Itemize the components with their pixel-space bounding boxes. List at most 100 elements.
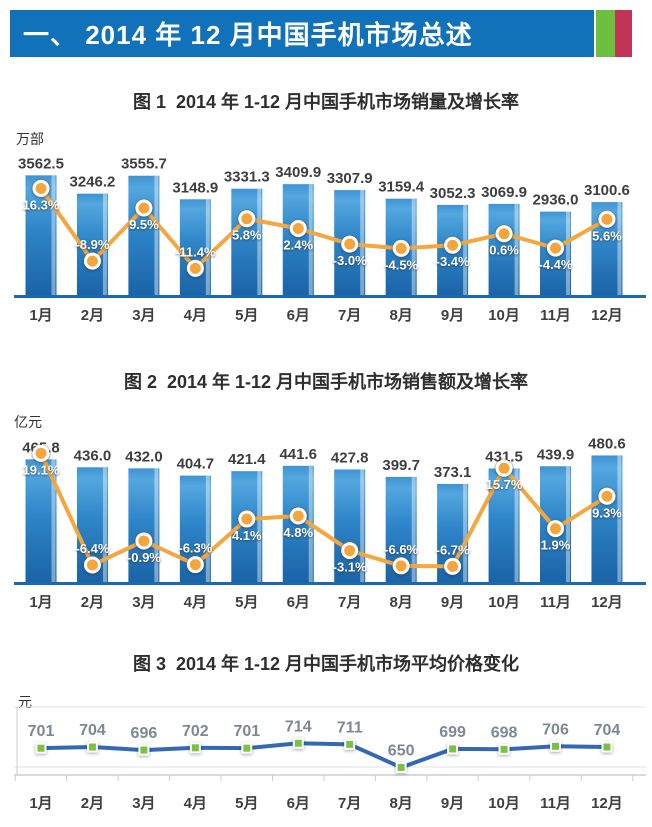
x-axis-tick-label: 5月: [235, 795, 258, 812]
marker-ring: [597, 486, 617, 506]
growth-marker: [289, 220, 307, 238]
growth-value-label: -4.5%: [384, 257, 418, 272]
bar-highlight: [514, 468, 519, 583]
section-header-title: 一、 2014 年 12 月中国手机市场总述: [23, 20, 473, 50]
marker-ring: [237, 209, 257, 229]
marker-ring: [185, 554, 206, 575]
bar-highlight: [257, 471, 262, 583]
growth-value-label: -6.4%: [75, 541, 109, 556]
growth-marker: [186, 259, 204, 277]
figure2-title: 图 2 2014 年 1-12 月中国手机市场销售额及增长率: [123, 372, 529, 392]
x-axis-tick-label: 12月: [591, 795, 623, 812]
growth-value-label: 16.3%: [23, 197, 60, 212]
price-value-label: 702: [182, 723, 209, 740]
growth-value-label: -11.4%: [175, 244, 216, 259]
x-axis-tick-label: 12月: [591, 307, 623, 324]
bar: [128, 468, 160, 583]
bar-highlight: [102, 193, 107, 296]
growth-value-label: 15.7%: [486, 477, 523, 492]
accent-green-block: [596, 10, 615, 57]
bar-value-label: 399.7: [382, 457, 420, 474]
bar: [591, 455, 623, 583]
bar-highlight: [463, 204, 468, 296]
growth-value-label: -8.9%: [75, 237, 109, 252]
growth-value-label: -6.6%: [384, 542, 418, 557]
bar-highlight: [514, 203, 519, 296]
growth-marker: [444, 236, 462, 254]
x-axis-tick-label: 10月: [488, 307, 520, 324]
bar-value-label: 3331.3: [224, 169, 270, 186]
marker-ring: [31, 178, 51, 199]
figure1-chart: 3562.5 3246.2 3555.7 3148.9 3331.3 3409.9 3307…: [14, 155, 646, 324]
price-value-label: 701: [28, 723, 55, 740]
figure1-unit-label: 万部: [16, 131, 44, 147]
marker-ring: [442, 556, 463, 577]
marker-ring: [82, 555, 103, 575]
bar-value-label: 404.7: [177, 456, 215, 473]
marker-ring: [82, 251, 103, 271]
x-axis-tick-label: 3月: [132, 795, 155, 812]
price-marker: [241, 742, 253, 754]
growth-value-label: 0.6%: [489, 243, 519, 258]
bar-highlight: [51, 459, 56, 583]
marker-ring: [31, 443, 51, 464]
bar: [231, 188, 263, 296]
growth-value-label: -3.1%: [333, 560, 367, 575]
bar-highlight: [360, 469, 365, 583]
bar-value-label: 421.4: [228, 451, 266, 468]
bar-highlight: [205, 475, 210, 583]
bar: [488, 203, 520, 296]
figure3-unit-label: 元: [18, 694, 32, 710]
bar-value-label: 373.1: [434, 464, 472, 481]
growth-value-label: -3.4%: [436, 254, 470, 269]
x-axis-tick-label: 3月: [132, 307, 155, 324]
growth-marker: [83, 556, 101, 574]
bar-value-label: 431.5: [485, 448, 523, 465]
growth-line: [39, 186, 609, 271]
growth-marker: [598, 487, 616, 505]
growth-value-label: 19.1%: [23, 462, 60, 477]
bar-value-label: 3159.4: [378, 179, 425, 196]
x-axis-tick-label: 6月: [287, 795, 310, 812]
x-axis-tick-label: 5月: [235, 594, 258, 611]
price-marker: [344, 738, 356, 750]
bar-highlight: [205, 199, 210, 296]
bar-highlight: [566, 211, 570, 296]
bar-value-label: 436.0: [74, 447, 112, 464]
x-axis-tick-label: 10月: [488, 795, 520, 812]
price-marker: [35, 742, 47, 754]
bar-value-label: 3562.5: [18, 155, 64, 172]
growth-marker: [186, 556, 204, 574]
growth-marker: [444, 557, 462, 575]
x-axis-tick-label: 3月: [132, 594, 155, 611]
growth-value-label: -0.9%: [127, 550, 161, 565]
x-axis-tick-label: 9月: [441, 594, 464, 611]
bar-highlight: [463, 483, 468, 583]
price-marker: [395, 761, 407, 773]
price-marker: [550, 740, 561, 752]
growth-value-label: -6.3%: [178, 541, 212, 556]
price-value-label: 698: [491, 724, 518, 741]
marker-ring: [134, 531, 154, 551]
x-axis-line: [14, 582, 646, 585]
bar-value-label: 480.6: [588, 435, 626, 452]
bar-highlight: [51, 175, 56, 296]
bar-value-label: 427.8: [331, 449, 369, 466]
bar-value-label: 3148.9: [172, 179, 218, 196]
x-axis-tick-label: 2月: [81, 307, 104, 324]
bar-value-label: 3409.9: [275, 164, 321, 181]
growth-marker: [495, 225, 513, 243]
marker-ring: [597, 209, 617, 229]
x-axis-tick-label: 8月: [389, 594, 412, 611]
growth-marker: [598, 210, 616, 228]
x-axis-tick-label: 11月: [540, 307, 571, 324]
x-axis-tick-label: 11月: [540, 594, 571, 611]
bar-value-label: 432.0: [125, 448, 163, 465]
growth-marker: [341, 235, 359, 253]
growth-value-label: 5.8%: [232, 228, 262, 243]
bar-highlight: [617, 455, 622, 583]
bar-value-label: 3069.9: [481, 184, 527, 201]
bar-value-label: 439.9: [537, 446, 575, 463]
price-marker: [189, 742, 201, 754]
price-value-label: 650: [388, 742, 415, 759]
